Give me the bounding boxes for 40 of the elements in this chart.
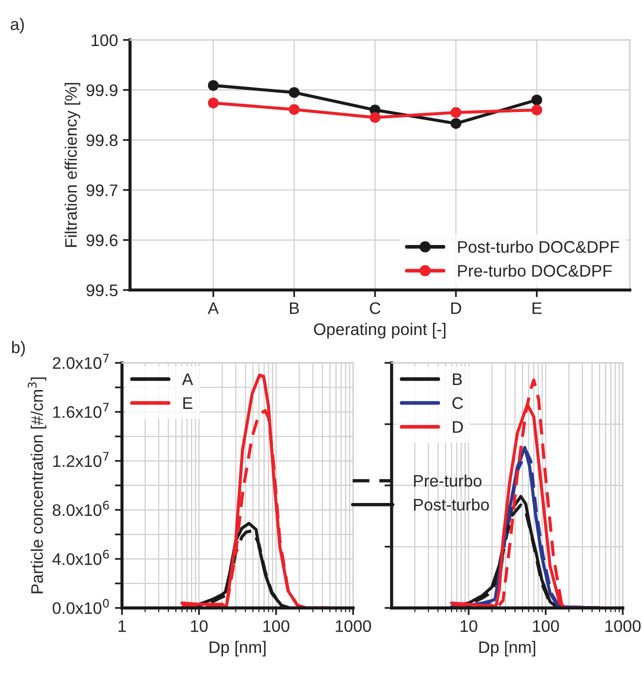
- annotation: Pre-turbo: [414, 474, 482, 487]
- y-tick-label: 99.8: [86, 134, 118, 146]
- y-tick-label: 100: [92, 34, 118, 46]
- x-tick-label: 1000: [336, 620, 371, 632]
- legend-label: E: [183, 397, 192, 409]
- x-axis-title: Dp [nm]: [479, 640, 536, 656]
- x-tick-label: 1000: [605, 620, 641, 632]
- x-tick-label: A: [208, 302, 219, 314]
- y-tick-label: 99.6: [86, 234, 118, 246]
- x-tick-label: 100: [533, 620, 559, 632]
- text: b): [12, 340, 25, 357]
- x-tick-label: 1: [118, 620, 126, 632]
- x-tick-label: 100: [263, 620, 290, 632]
- annotation: Post-turbo: [414, 498, 489, 511]
- x-tick-label: C: [370, 302, 380, 314]
- y-tick-label: 0.0x10$^{0}$: [52, 598, 109, 614]
- x-axis-title: Dp [nm]: [210, 640, 266, 656]
- x-tick-label: 10: [460, 620, 478, 632]
- x-tick-label: 10: [191, 620, 208, 632]
- y-tick-label: 8.0x10$^{6}$: [52, 500, 109, 516]
- y-tick-label: 99.7: [86, 184, 118, 196]
- x-tick-label: B: [290, 302, 299, 314]
- y-tick-label: 4.0x10$^{6}$: [52, 550, 109, 566]
- y-tick-label: 2.0x10$^{7}$: [52, 354, 109, 369]
- legend-label: D: [452, 421, 463, 433]
- y-tick-label: 99.9: [86, 84, 118, 96]
- y-axis-title: Filtration efficiency [%]: [64, 82, 80, 247]
- legend-label: B: [452, 373, 462, 385]
- y-tick-label: 1.6x10$^{7}$: [53, 402, 109, 418]
- y-tick-label: 1.2x10$^{7}$: [53, 452, 109, 467]
- legend-label: Post-turbo DOC&DPF: [458, 240, 620, 253]
- y-axis-title: Particle concentration [#/cm$^{3}$]: [28, 377, 46, 594]
- x-tick-label: D: [451, 302, 462, 314]
- text: a): [10, 18, 24, 34]
- y-tick-label: 99.5: [86, 284, 118, 296]
- legend-label: A: [182, 373, 194, 385]
- x-axis-title: Operating point [-]: [314, 322, 446, 338]
- x-tick-label: E: [532, 302, 542, 314]
- legend-label: Pre-turbo DOC&DPF: [458, 264, 612, 277]
- legend-label: C: [452, 397, 464, 409]
